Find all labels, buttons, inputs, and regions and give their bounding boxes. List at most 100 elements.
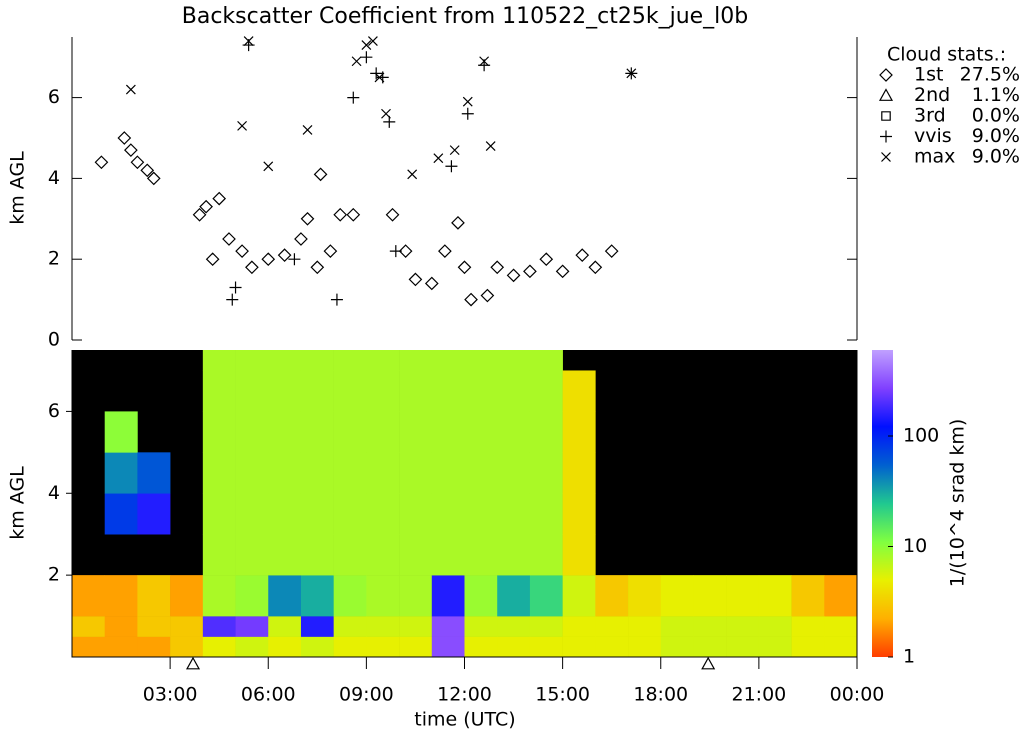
heat-cell [366, 636, 400, 658]
heat-cell [693, 616, 727, 637]
heat-cell [824, 575, 858, 617]
cloud-point [449, 145, 460, 156]
cloud-point [408, 272, 423, 287]
heat-cell [202, 534, 236, 576]
cloud-point [374, 72, 385, 83]
cloud-point [117, 131, 132, 145]
heat-cell [726, 636, 760, 658]
event-marker [186, 656, 201, 670]
heat-cell [137, 616, 171, 637]
cloud-point [424, 276, 439, 291]
x-tick-label: 12:00 [437, 684, 492, 706]
y-tick-label: 6 [48, 86, 60, 108]
heat-cell [268, 575, 302, 617]
cloud-point [485, 141, 496, 152]
axis-frame [71, 37, 858, 340]
heat-cell [104, 493, 138, 535]
cloud-point [226, 293, 239, 306]
heat-cell [235, 370, 269, 412]
x-tick-label: 06:00 [241, 684, 296, 706]
cloud-point [235, 244, 249, 258]
cloud-point [506, 268, 521, 283]
heat-cell [464, 350, 498, 371]
heat-cell [268, 370, 302, 412]
y-tick-label: 2 [48, 248, 60, 270]
heat-cell [464, 370, 498, 412]
heat-cell [202, 575, 236, 617]
heat-cell [431, 636, 465, 658]
heat-cell [726, 575, 760, 617]
heat-cell [693, 575, 727, 617]
heat-cell [399, 493, 433, 535]
heat-cell [268, 411, 302, 453]
cloud-point [480, 288, 495, 303]
x-tick-label: 15:00 [535, 684, 590, 706]
chart-title: Backscatter Coefficient from 110522_ct25… [182, 4, 749, 29]
cloud-point [555, 264, 570, 279]
cloud-point [451, 215, 465, 230]
heat-cell [529, 493, 563, 535]
heat-cell [300, 370, 334, 412]
y-tick-label: 0 [48, 329, 60, 351]
cloud-point [192, 207, 207, 222]
heat-cell [562, 534, 596, 576]
cloud-point [389, 245, 402, 258]
heat-cell [464, 636, 498, 658]
heat-cell [333, 636, 367, 658]
heat-cell [431, 616, 465, 637]
heat-cell [170, 636, 204, 658]
colorbar [872, 350, 893, 657]
cloud-point [288, 253, 301, 266]
heat-cell [268, 452, 302, 494]
cloud-point [237, 120, 248, 131]
heat-cell [137, 636, 171, 658]
heat-cell [268, 534, 302, 576]
heat-cell [431, 411, 465, 453]
heat-cell [399, 350, 433, 371]
y-tick-label: 2 [48, 564, 60, 586]
heat-cell [300, 636, 334, 658]
legend-stat: 9.0% [972, 125, 1020, 147]
colorbar-tick-label: 10 [903, 535, 927, 557]
heat-cell [758, 616, 792, 637]
heat-cell [497, 452, 531, 494]
heat-cell [399, 452, 433, 494]
heat-cell [529, 370, 563, 412]
heat-cell [464, 493, 498, 535]
heat-cell [726, 616, 760, 637]
heat-cell [104, 616, 138, 637]
heat-cell [497, 636, 531, 658]
cloud-point [462, 96, 473, 107]
heat-cell [791, 616, 825, 637]
heat-cell [562, 636, 596, 658]
heat-cell [333, 534, 367, 576]
cloud-point [294, 232, 308, 246]
heat-cell [399, 370, 433, 412]
heat-cell [529, 411, 563, 453]
heat-cell [300, 493, 334, 535]
heat-cell [628, 575, 662, 617]
cloud-point [243, 36, 254, 46]
x-tick-label: 00:00 [830, 684, 885, 706]
heat-cell [529, 636, 563, 658]
x-axis-label: time (UTC) [414, 709, 515, 730]
colorbar-tick-label: 1 [903, 646, 915, 668]
cloud-point [199, 199, 213, 214]
heat-cell [235, 575, 269, 617]
heat-cell [366, 534, 400, 576]
y-tick-label: 4 [48, 482, 60, 504]
cloud-point [229, 281, 242, 294]
cloud-point [351, 56, 362, 67]
heat-cell [431, 575, 465, 617]
heat-cell [562, 411, 596, 453]
legend-symbol [879, 68, 893, 82]
heat-cell [72, 636, 106, 658]
cloud-point [360, 51, 373, 64]
heat-cell [660, 636, 694, 658]
heat-cell [595, 636, 629, 658]
legend-label: vvis [914, 125, 952, 147]
cloud-point [523, 264, 537, 279]
heat-cell [529, 575, 563, 617]
heat-cell [464, 534, 498, 576]
y-axis-label: km AGL [7, 151, 29, 225]
